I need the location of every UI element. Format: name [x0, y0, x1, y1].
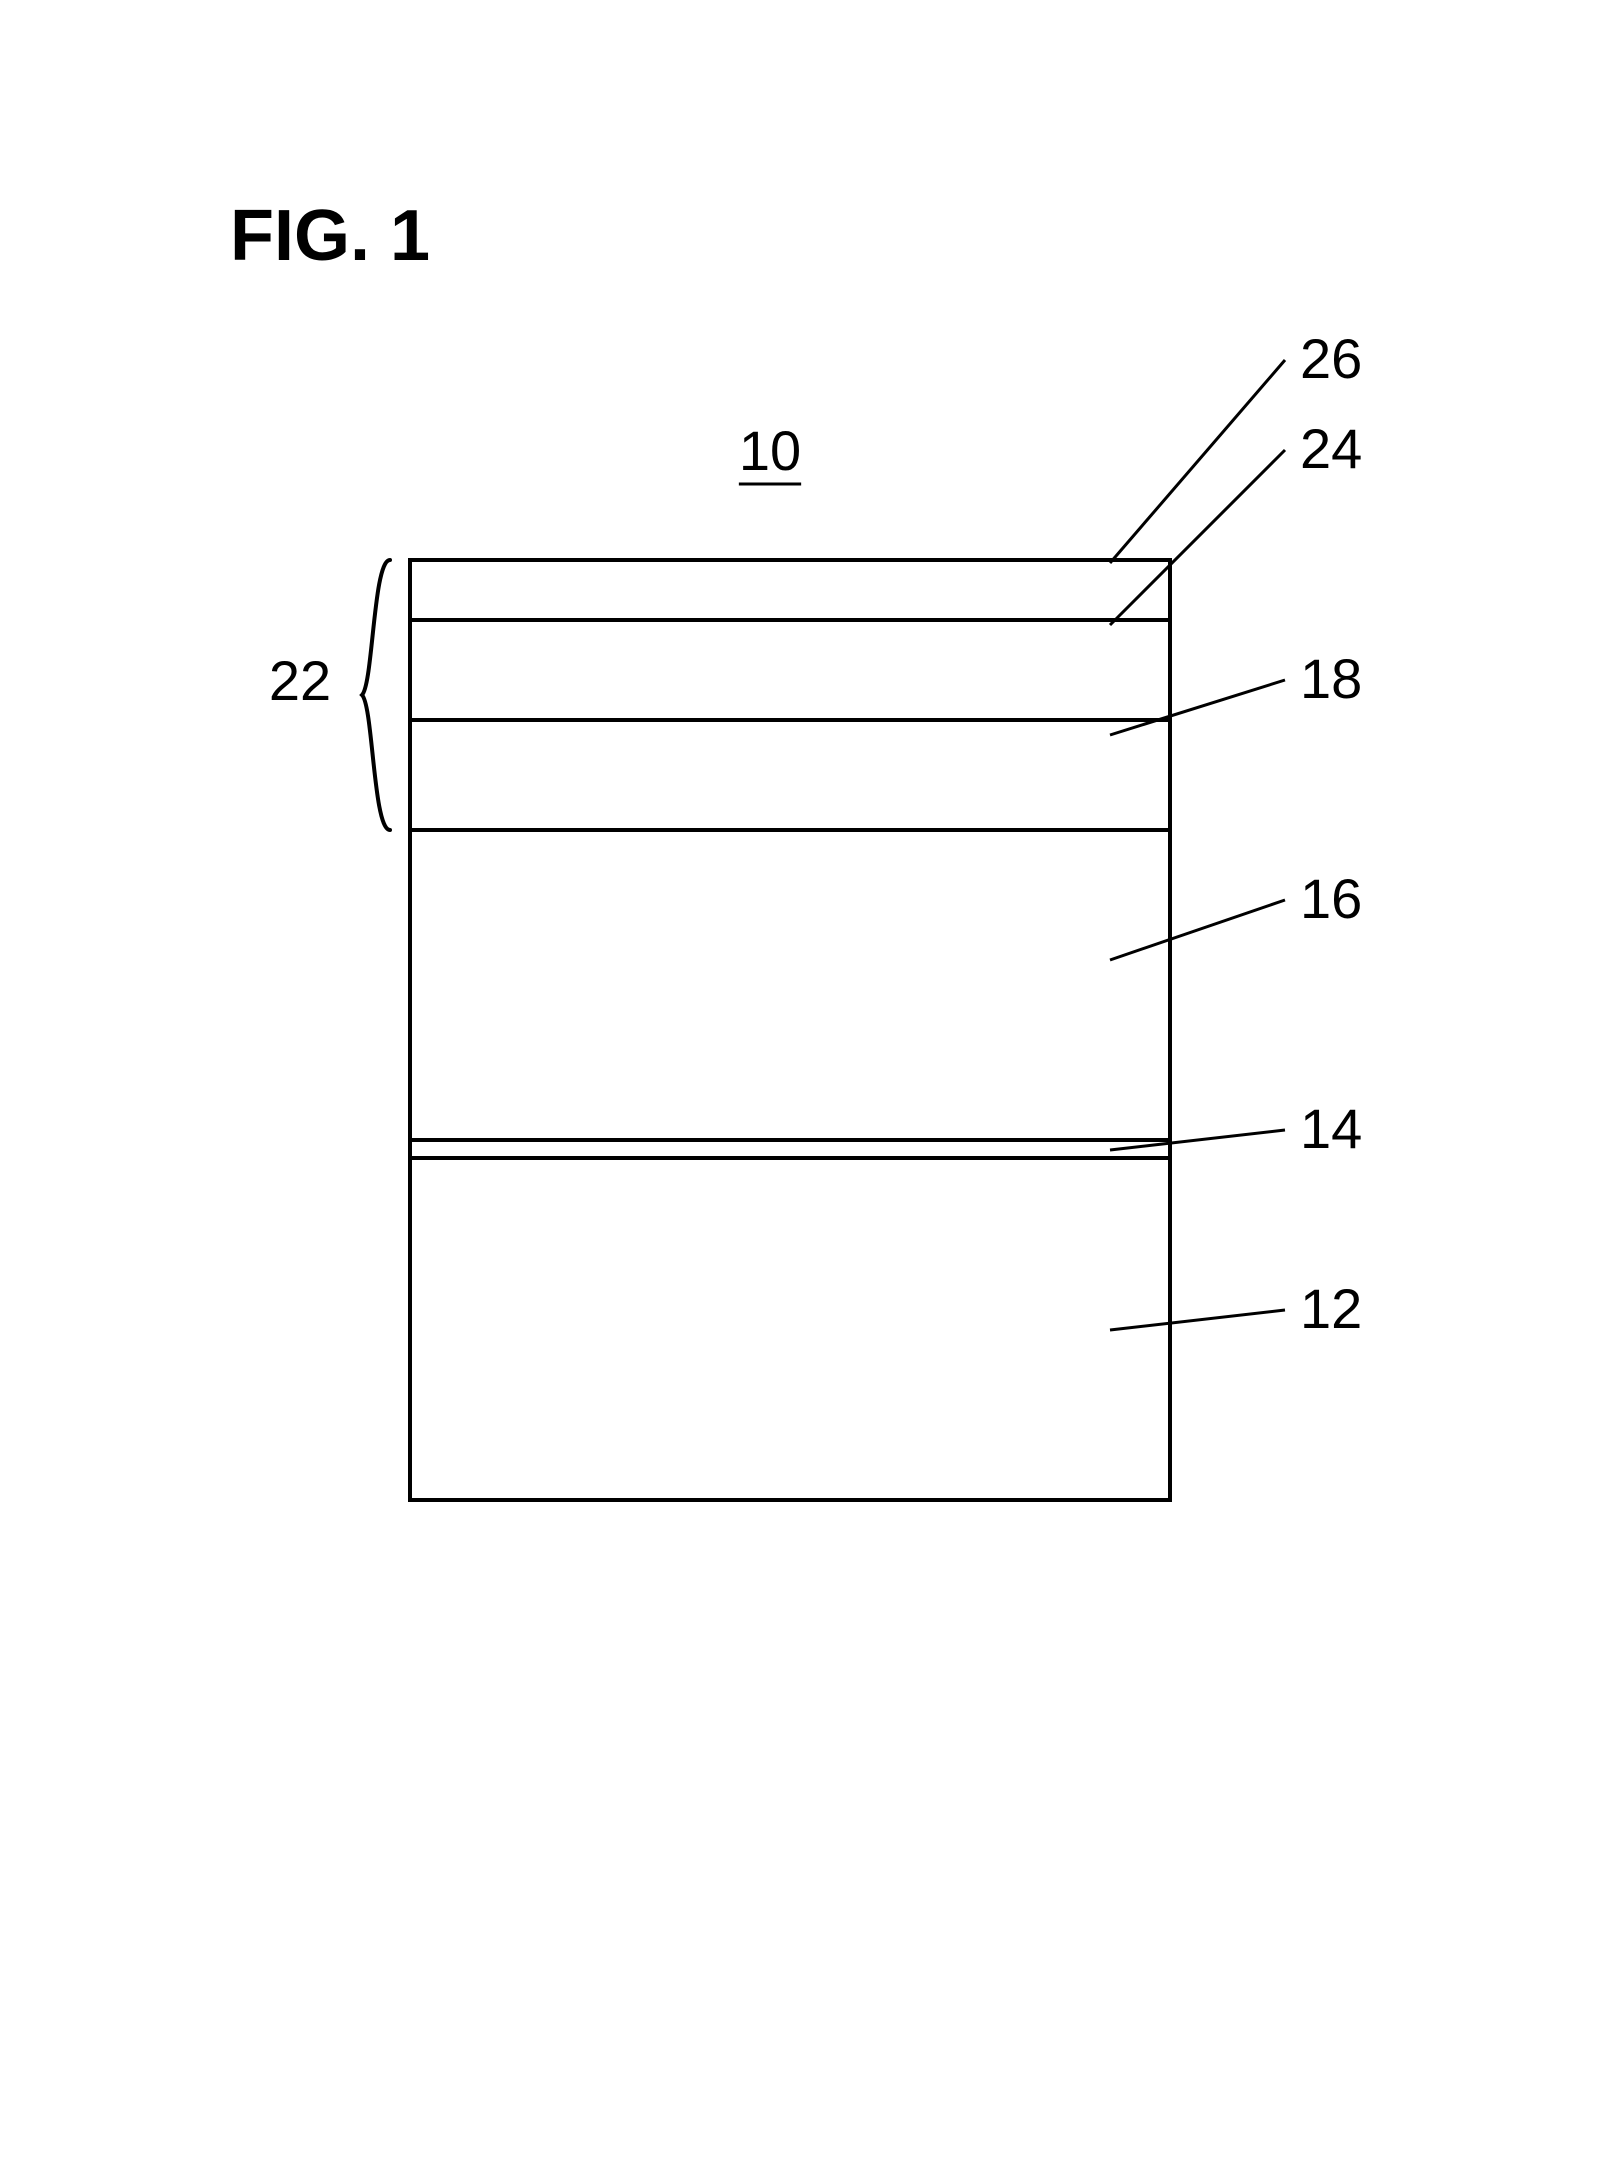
assembly-label: 10 [739, 419, 801, 482]
layer-label-12: 12 [1300, 1277, 1362, 1340]
layer-label-14: 14 [1300, 1097, 1362, 1160]
figure-label: FIG. 1 [230, 196, 430, 276]
layer-label-24: 24 [1300, 417, 1362, 480]
group-label: 22 [269, 649, 331, 712]
layer-label-18: 18 [1300, 647, 1362, 710]
layer-label-16: 16 [1300, 867, 1362, 930]
layer-label-26: 26 [1300, 327, 1362, 390]
canvas-background [0, 0, 1621, 2175]
